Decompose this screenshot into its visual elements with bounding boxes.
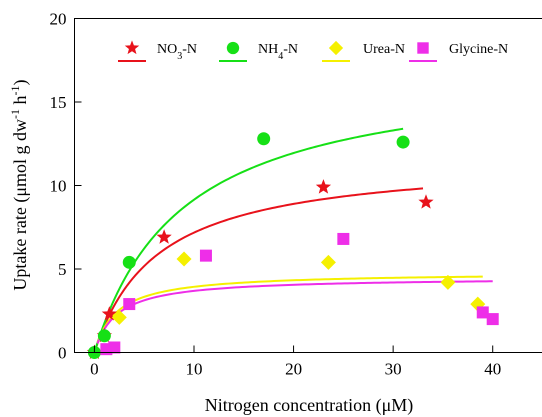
legend-label-nh4-n: NH4-N bbox=[258, 42, 298, 62]
legend-entry-urea-n: Urea-N bbox=[322, 40, 405, 62]
y-tick-label: 20 bbox=[50, 10, 67, 29]
data-point-glycine-n bbox=[486, 313, 499, 326]
x-tick-label: 40 bbox=[484, 360, 501, 379]
legend-label-no3-n: NO3-N bbox=[157, 42, 197, 62]
data-point-no3-n bbox=[156, 229, 172, 244]
legend-entry-no3-n: NO3-N bbox=[118, 40, 197, 62]
data-point-no3-n bbox=[418, 194, 434, 209]
data-point-urea-n bbox=[320, 254, 336, 270]
legend-marker-no3-n bbox=[124, 40, 140, 55]
legend: NO3-N NH4-N Urea-N Glycine-N bbox=[118, 40, 508, 62]
data-point-nh4-n bbox=[257, 132, 271, 146]
y-tick-label: 0 bbox=[58, 344, 67, 363]
fit-curve-glycine-n bbox=[96, 280, 493, 344]
legend-entry-nh4-n: NH4-N bbox=[219, 41, 298, 62]
y-tick-label: 10 bbox=[50, 177, 67, 196]
legend-entry-glycine-n: Glycine-N bbox=[409, 42, 508, 62]
data-point-no3-n bbox=[315, 179, 332, 194]
fit-curves bbox=[93, 127, 493, 353]
x-tick-label: 20 bbox=[285, 360, 302, 379]
data-point-glycine-n bbox=[199, 249, 212, 262]
legend-label-glycine-n: Glycine-N bbox=[449, 42, 508, 57]
fit-curve-nh4-n bbox=[93, 127, 404, 353]
data-point-nh4-n bbox=[122, 255, 136, 269]
axes: 0 10 20 30 40 0 5 10 15 20 bbox=[50, 10, 502, 379]
y-axis-title: Uptake rate (μmol g dw-1 h-1) bbox=[8, 79, 31, 290]
data-point-nh4-n bbox=[396, 135, 410, 149]
x-tick-label: 10 bbox=[185, 360, 202, 379]
data-point-urea-n bbox=[440, 274, 456, 290]
data-point-urea-n bbox=[111, 309, 127, 325]
legend-marker-glycine-n bbox=[417, 42, 429, 54]
data-point-glycine-n bbox=[476, 306, 489, 319]
y-tick-label: 15 bbox=[50, 93, 67, 112]
legend-marker-nh4-n bbox=[226, 41, 240, 55]
legend-marker-urea-n bbox=[328, 40, 344, 56]
data-point-glycine-n bbox=[337, 232, 350, 245]
x-tick-label: 30 bbox=[385, 360, 402, 379]
data-point-no3-n bbox=[101, 306, 117, 321]
x-tick-label: 0 bbox=[90, 360, 99, 379]
legend-label-urea-n: Urea-N bbox=[363, 42, 405, 57]
data-point-glycine-n bbox=[108, 341, 121, 354]
data-point-nh4-n bbox=[97, 329, 111, 343]
plot-frame bbox=[74, 18, 542, 353]
data-point-urea-n bbox=[176, 251, 192, 267]
y-tick-label: 5 bbox=[58, 260, 67, 279]
fit-curve-no3-n bbox=[93, 187, 424, 353]
fit-curve-urea-n bbox=[96, 275, 483, 344]
x-axis-title: Nitrogen concentration (μM) bbox=[205, 395, 414, 416]
data-points bbox=[86, 132, 499, 359]
data-point-glycine-n bbox=[123, 298, 136, 311]
